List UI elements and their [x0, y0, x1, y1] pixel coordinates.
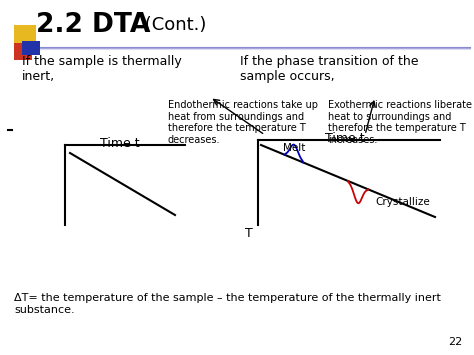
Text: 2.2 DTA: 2.2 DTA: [36, 12, 150, 38]
Text: (Cont.): (Cont.): [139, 16, 206, 34]
Bar: [22, 41, 40, 55]
Bar: [14, 25, 36, 45]
Text: ΔT= the temperature of the sample – the temperature of the thermally inert
subst: ΔT= the temperature of the sample – the …: [14, 293, 441, 315]
Text: 22: 22: [448, 337, 462, 347]
Text: Endothermic reactions take up
heat from surroundings and
therefore the temperatu: Endothermic reactions take up heat from …: [168, 100, 318, 145]
Bar: [14, 43, 32, 60]
Text: Melt: Melt: [283, 143, 305, 153]
Text: T: T: [245, 227, 253, 240]
Text: If the phase transition of the
sample occurs,: If the phase transition of the sample oc…: [240, 55, 419, 83]
Text: Time t: Time t: [325, 132, 365, 145]
Text: Exothermic reactions liberate
heat to surroundings and
therefore the temperature: Exothermic reactions liberate heat to su…: [328, 100, 472, 145]
Text: Crystallize: Crystallize: [375, 197, 430, 207]
Text: Time t: Time t: [100, 137, 140, 150]
Text: If the sample is thermally
inert,: If the sample is thermally inert,: [22, 55, 182, 83]
